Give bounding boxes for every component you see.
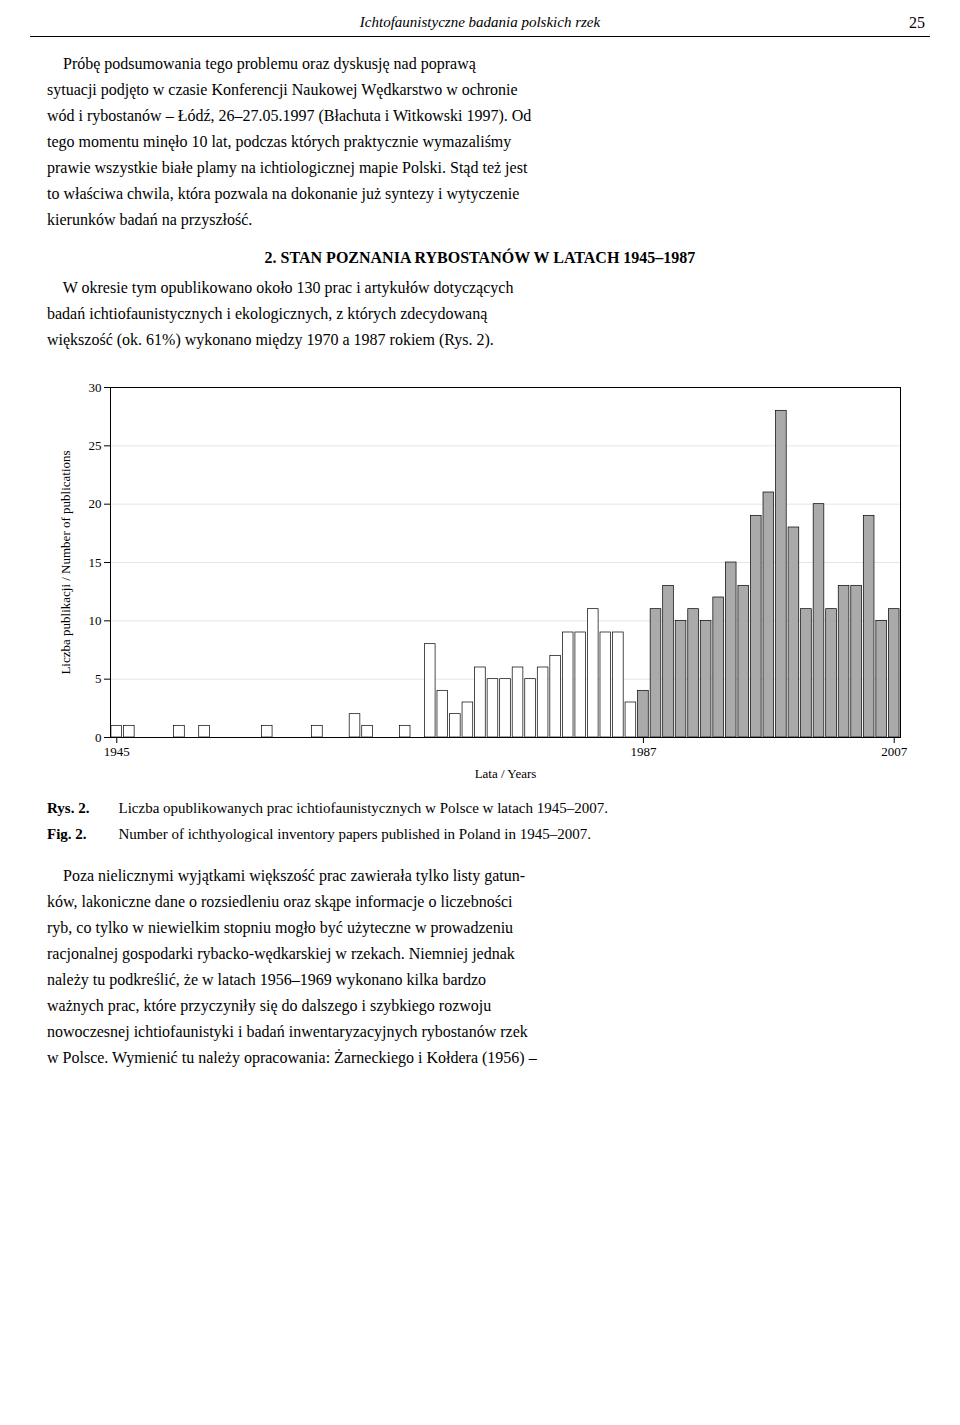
svg-text:Lata / Years: Lata / Years — [475, 766, 537, 781]
html-text:Próbę podsumowania tego proble: Próbę podsumowania tego problemu oraz dy… — [47, 55, 476, 72]
svg-text:15: 15 — [89, 555, 102, 570]
svg-text:25: 25 — [89, 438, 102, 453]
html-text:Rys. 2.: Rys. 2. — [47, 800, 90, 816]
html-text:tego momentu minęło 10 lat, po: tego momentu minęło 10 lat, podczas któr… — [47, 133, 512, 150]
html-text:nowoczesnej ichtiofaunistyki i: nowoczesnej ichtiofaunistyki i badań inw… — [47, 1023, 528, 1040]
html-text:Poza nielicznymi wyjątkami wię: Poza nielicznymi wyjątkami większość pra… — [47, 867, 526, 884]
html-text:Number of ichthyological inven: Number of ichthyological inventory paper… — [111, 826, 591, 842]
svg-text:20: 20 — [89, 496, 102, 511]
html-text:kierunków badań na przyszłość.: kierunków badań na przyszłość. — [47, 211, 253, 228]
html-text:należy tu podkreślić, że w lat: należy tu podkreślić, że w latach 1956–1… — [47, 971, 486, 988]
html-text:25: 25 — [909, 14, 925, 31]
svg-text:10: 10 — [89, 613, 102, 628]
html-text:2. STAN POZNANIA RYBOSTANÓW W: 2. STAN POZNANIA RYBOSTANÓW W LATACH 194… — [264, 249, 696, 266]
svg-text:5: 5 — [95, 671, 102, 686]
svg-text:Liczba publikacji / Number of: Liczba publikacji / Number of publicatio… — [58, 450, 73, 674]
html-text:ryb, co tylko w niewielkim sto: ryb, co tylko w niewielkim stopniu mogło… — [47, 919, 514, 936]
html-text:wód i rybostanów – Łódź, 26–27: wód i rybostanów – Łódź, 26–27.05.1997 (… — [47, 107, 532, 124]
svg-text:1945: 1945 — [104, 744, 130, 759]
html-text:większość (ok. 61%) wykonano m: większość (ok. 61%) wykonano między 1970… — [47, 331, 494, 348]
html-text:to właściwa chwila, która pozw: to właściwa chwila, która pozwala na dok… — [47, 185, 520, 202]
html-text:W okresie tym opublikowano oko: W okresie tym opublikowano około 130 pra… — [47, 279, 514, 296]
html-text:w Polsce. Wymienić tu należy o: w Polsce. Wymienić tu należy opracowania… — [47, 1049, 537, 1066]
svg-text:2007: 2007 — [881, 744, 908, 759]
html-text:prawie wszystkie białe plamy n: prawie wszystkie białe plamy na ichtiolo… — [47, 159, 528, 176]
html-text:ważnych prac, które przyczynił: ważnych prac, które przyczyniły się do d… — [47, 997, 492, 1014]
html-text:Liczba opublikowanych prac ich: Liczba opublikowanych prac ichtiofaunist… — [111, 800, 608, 816]
html-text:Ichtofaunistyczne badania pols: Ichtofaunistyczne badania polskich rzek — [359, 14, 601, 30]
html-text:badań ichtiofaunistycznych i e: badań ichtiofaunistycznych i ekologiczny… — [47, 305, 488, 322]
html-text:sytuacji podjęto w czasie Konf: sytuacji podjęto w czasie Konferencji Na… — [47, 81, 518, 98]
html-text:Fig. 2.: Fig. 2. — [47, 826, 87, 842]
html-text:racjonalnej gospodarki rybacko: racjonalnej gospodarki rybacko-wędkarski… — [47, 945, 515, 962]
svg-text:30: 30 — [89, 380, 102, 395]
html-text:ków, lakoniczne dane o rozsied: ków, lakoniczne dane o rozsiedleniu oraz… — [47, 893, 513, 910]
svg-text:0: 0 — [95, 730, 102, 745]
svg-text:1987: 1987 — [630, 744, 657, 759]
